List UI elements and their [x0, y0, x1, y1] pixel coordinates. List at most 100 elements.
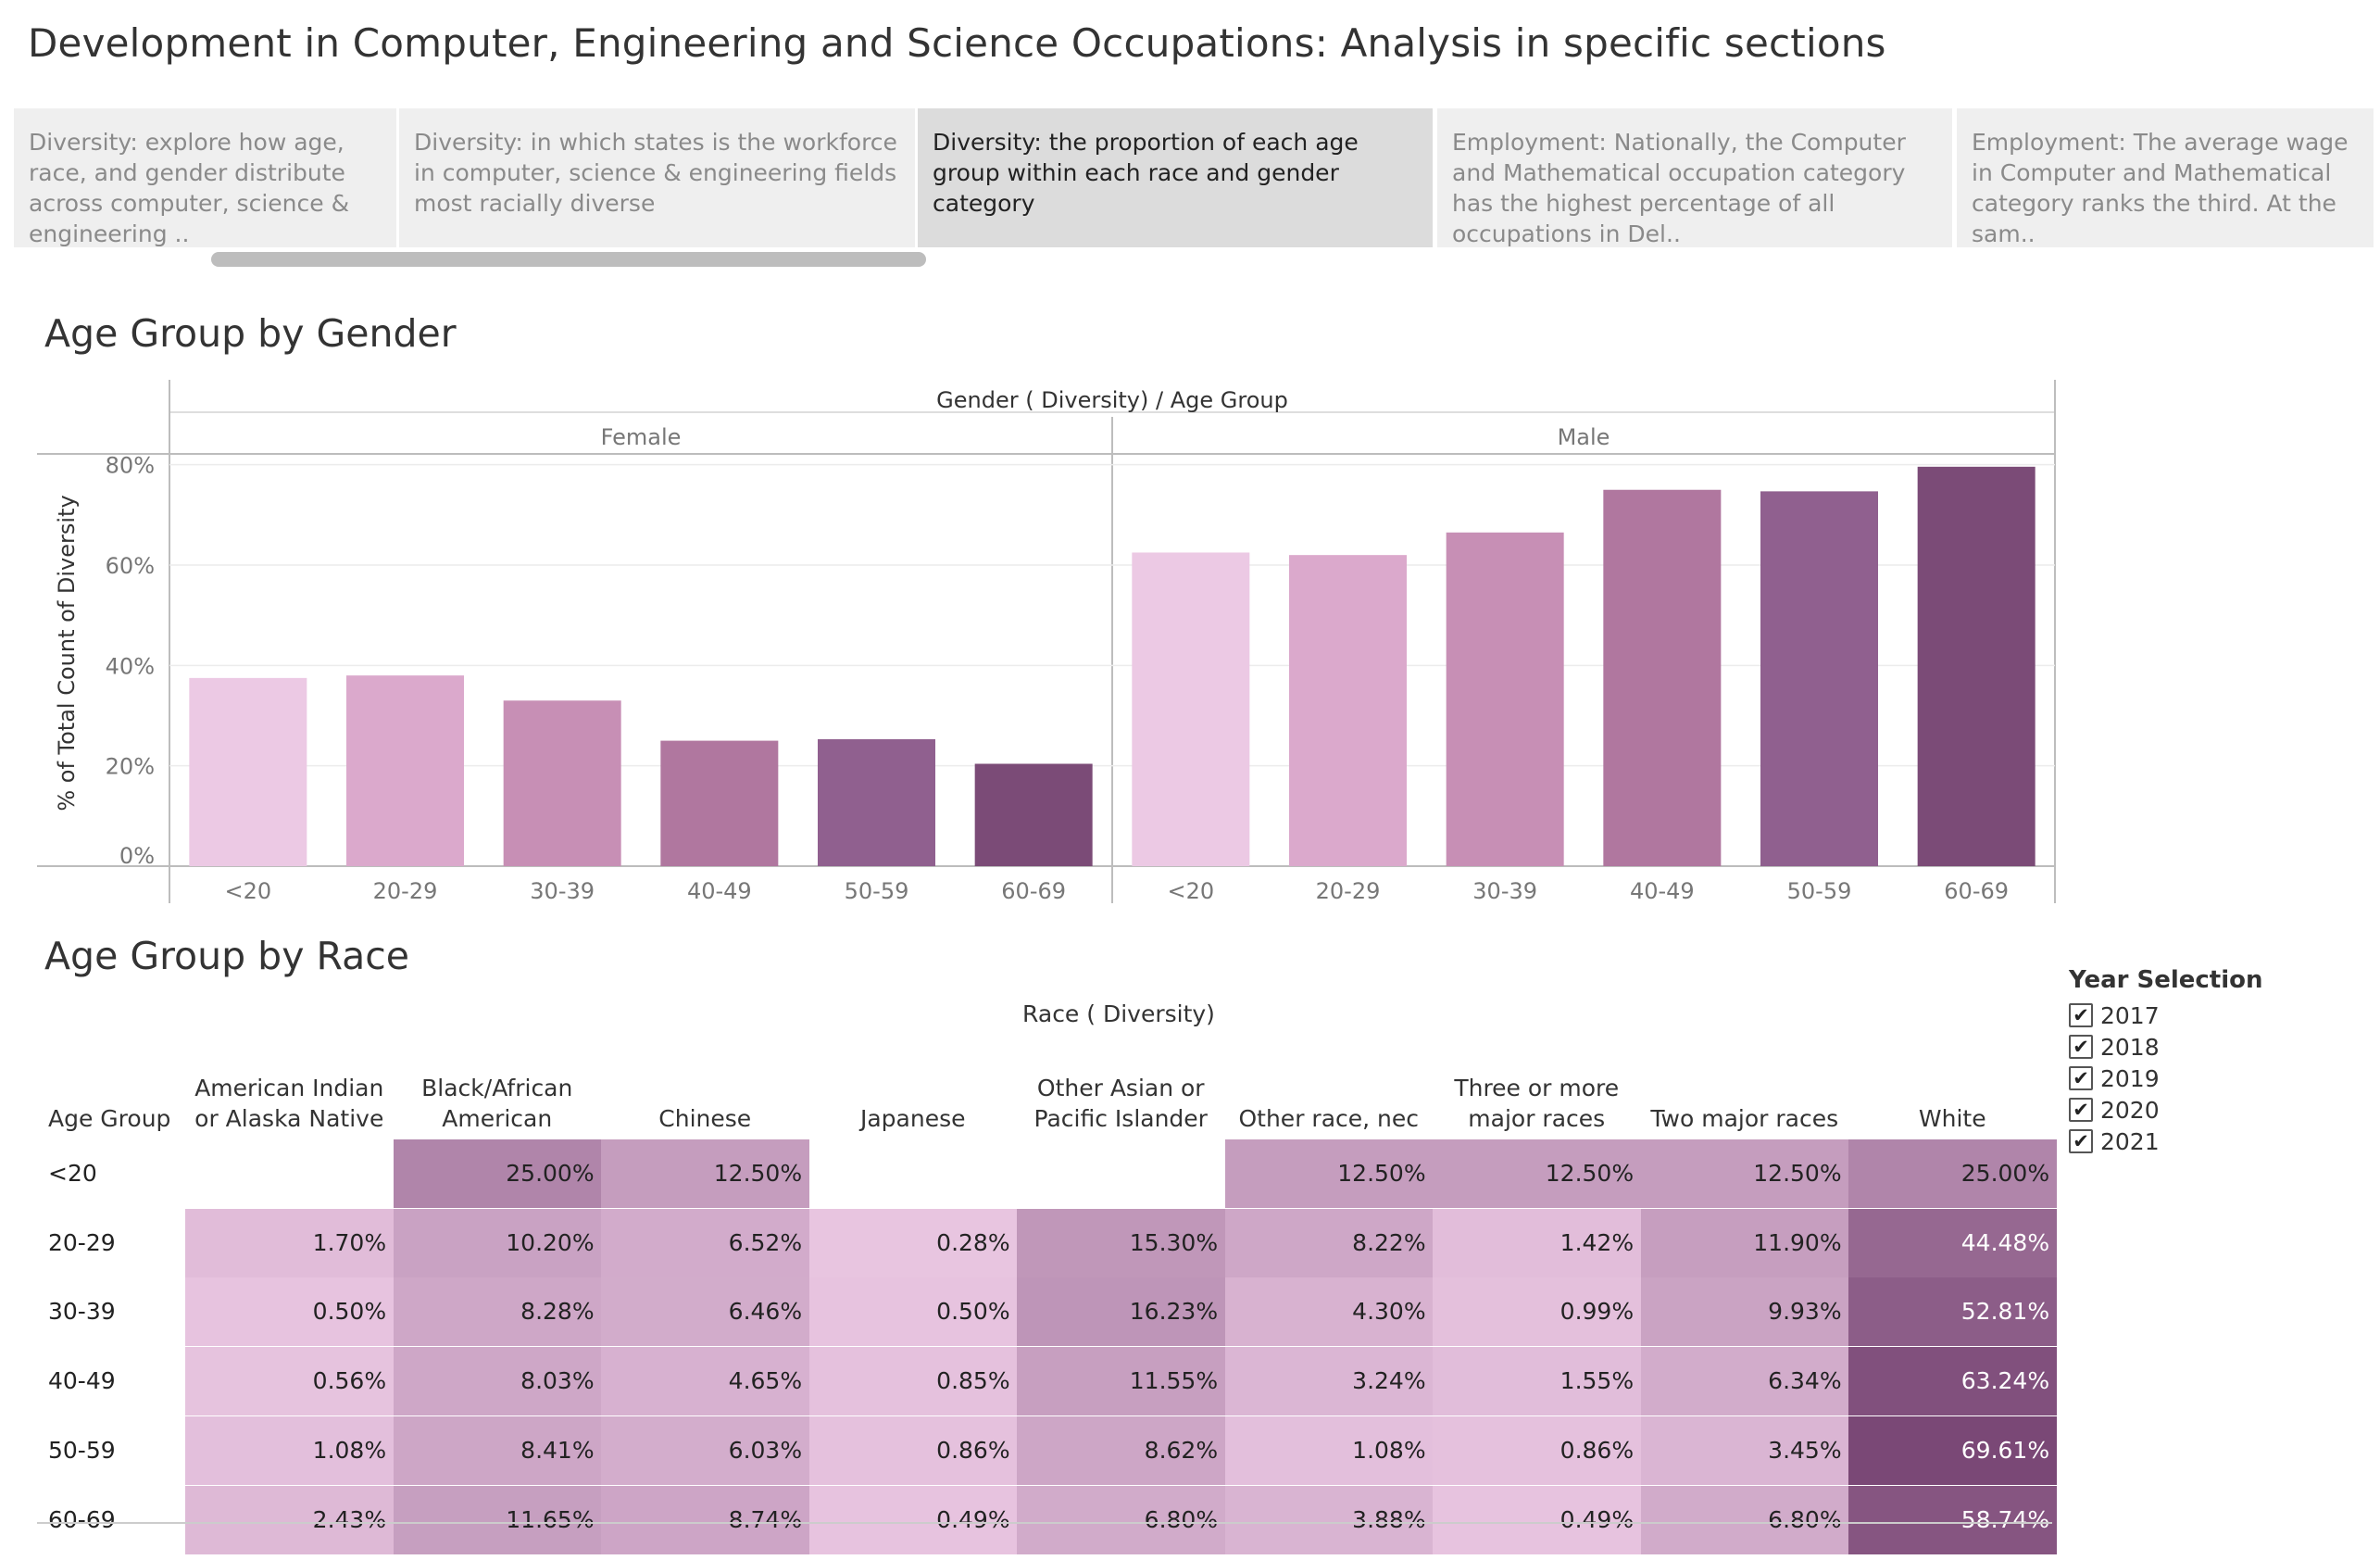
heatmap-cell: 8.41% — [393, 1415, 602, 1485]
x-tick-label: 20-29 — [373, 878, 438, 904]
heatmap-cell: 0.49% — [808, 1485, 1018, 1554]
story-point-3-text: Diversity: the proportion of each age gr… — [933, 129, 1359, 217]
age-group-row-label: 60-69 — [48, 1505, 116, 1533]
bar-female-40-49 — [660, 740, 779, 866]
heatmap-cell: 12.50% — [601, 1139, 810, 1208]
checkbox-icon[interactable]: ✔ — [2069, 1003, 2093, 1027]
bar-female-<20 — [189, 677, 307, 866]
heatmap-cell: 11.65% — [393, 1485, 602, 1554]
heatmap-cell: 0.85% — [808, 1347, 1018, 1416]
heatmap-cell: 3.45% — [1640, 1415, 1849, 1485]
x-tick-label: 60-69 — [1944, 878, 2009, 904]
heatmap-cell: 1.55% — [1433, 1347, 1642, 1416]
heatmap-cell: 0.50% — [185, 1277, 395, 1347]
age-group-row-label: 50-59 — [48, 1436, 116, 1464]
heatmap-cell: 0.50% — [808, 1277, 1018, 1347]
panel-label-female: Female — [601, 424, 682, 450]
heatmap-cell: 1.70% — [185, 1208, 395, 1277]
heatmap-cell: 6.34% — [1640, 1347, 1849, 1416]
year-option-label: 2017 — [2100, 1001, 2160, 1029]
race-column-label: Other race, nec — [1238, 1105, 1420, 1132]
y-axis-label: % of Total Count of Diversity — [54, 495, 80, 811]
bar-male-50-59 — [1760, 491, 1878, 866]
gender-chart-title: Age Group by Gender — [44, 311, 457, 356]
heatmap-cell: 16.23% — [1017, 1277, 1226, 1347]
story-point-2-text: Diversity: in which states is the workfo… — [414, 129, 897, 217]
year-option-2019[interactable]: ✔ 2019 — [2069, 1063, 2347, 1094]
heatmap-cell: 4.65% — [601, 1347, 810, 1416]
page-title: Development in Computer, Engineering and… — [28, 20, 1886, 66]
story-navigator: Diversity: explore how age, race, and ge… — [14, 108, 2374, 247]
heatmap-cell: 3.24% — [1224, 1347, 1434, 1416]
heatmap-cell: 3.88% — [1224, 1485, 1434, 1554]
race-column-label: Chinese — [658, 1105, 752, 1132]
heatmap-cell — [185, 1139, 395, 1208]
bar-male-20-29 — [1289, 555, 1407, 866]
x-tick-label: <20 — [1168, 878, 1215, 904]
checkbox-icon[interactable]: ✔ — [2069, 1129, 2093, 1153]
heatmap-cell: 2.43% — [185, 1485, 395, 1554]
age-group-row-label: 30-39 — [48, 1298, 116, 1326]
heatmap-cell: 6.46% — [601, 1277, 810, 1347]
heatmap-cell: 25.00% — [393, 1139, 602, 1208]
heatmap-cell: 8.28% — [393, 1277, 602, 1347]
story-point-3[interactable]: Diversity: the proportion of each age gr… — [918, 108, 1433, 247]
heatmap-cell: 63.24% — [1848, 1347, 2058, 1416]
year-option-2017[interactable]: ✔ 2017 — [2069, 1000, 2347, 1031]
bar-male-<20 — [1132, 552, 1250, 866]
heatmap-cell: 8.62% — [1017, 1415, 1226, 1485]
year-option-2020[interactable]: ✔ 2020 — [2069, 1094, 2347, 1126]
checkbox-icon[interactable]: ✔ — [2069, 1098, 2093, 1122]
year-selection-filter: Year Selection ✔ 2017 ✔ 2018 ✔ 2019 ✔ 2020 ✔ 2021 — [2069, 966, 2347, 1157]
story-point-2[interactable]: Diversity: in which states is the workfo… — [399, 108, 915, 247]
age-group-row-label: <20 — [48, 1160, 97, 1187]
story-point-1[interactable]: Diversity: explore how age, race, and ge… — [14, 108, 396, 247]
column-header-label: Gender ( Diversity) / Age Group — [936, 387, 1288, 413]
heatmap-cell: 12.50% — [1433, 1139, 1642, 1208]
y-tick-label: 60% — [106, 553, 155, 579]
checkbox-icon[interactable]: ✔ — [2069, 1066, 2093, 1090]
race-column-label: White — [1918, 1105, 1986, 1132]
race-column-header: Race ( Diversity) — [1022, 1000, 1215, 1027]
age-group-row-label: 40-49 — [48, 1367, 116, 1395]
checkbox-icon[interactable]: ✔ — [2069, 1035, 2093, 1059]
heatmap-cell: 8.74% — [601, 1485, 810, 1554]
table-row: 60-69 2.43% 11.65% 8.74% 0.49% 6.80% 3.88% 0.49… — [37, 1485, 2058, 1554]
x-tick-label: 30-39 — [530, 878, 595, 904]
race-column-label: Three or more major races — [1454, 1075, 1620, 1132]
bar-male-40-49 — [1603, 489, 1722, 866]
story-point-5[interactable]: Employment: The average wage in Computer… — [1957, 108, 2374, 247]
heatmap-cell: 6.80% — [1640, 1485, 1849, 1554]
heatmap-cell: 44.48% — [1848, 1208, 2058, 1277]
year-option-label: 2018 — [2100, 1033, 2160, 1061]
table-row: 30-39 0.50% 8.28% 6.46% 0.50% 16.23% 4.30% 0.99… — [37, 1277, 2058, 1347]
heatmap-cell: 12.50% — [1224, 1139, 1434, 1208]
heatmap-cell: 8.03% — [393, 1347, 602, 1416]
heatmap-cell: 15.30% — [1017, 1208, 1226, 1277]
heatmap-cell: 1.42% — [1433, 1208, 1642, 1277]
x-tick-label: <20 — [225, 878, 272, 904]
race-column-label: Two major races — [1650, 1105, 1839, 1132]
heatmap-cell: 9.93% — [1640, 1277, 1849, 1347]
heatmap-cell: 58.74% — [1848, 1485, 2058, 1554]
age-group-row-label: 20-29 — [48, 1228, 116, 1256]
heatmap-cell: 52.81% — [1848, 1277, 2058, 1347]
bar-male-30-39 — [1446, 532, 1564, 866]
heatmap-cell: 0.56% — [185, 1347, 395, 1416]
race-column-label: Japanese — [859, 1105, 966, 1132]
race-table-title: Age Group by Race — [44, 934, 409, 978]
bar-female-20-29 — [346, 675, 464, 866]
heatmap-cell: 1.08% — [185, 1415, 395, 1485]
bar-male-60-69 — [1917, 466, 2036, 866]
year-option-label: 2021 — [2100, 1127, 2160, 1155]
year-option-2021[interactable]: ✔ 2021 — [2069, 1126, 2347, 1157]
year-filter-title: Year Selection — [2069, 966, 2263, 994]
story-scrollbar[interactable] — [211, 252, 926, 267]
table-row: 20-29 1.70% 10.20% 6.52% 0.28% 15.30% 8.22% 1.4… — [37, 1208, 2058, 1277]
year-option-label: 2019 — [2100, 1064, 2160, 1092]
x-tick-label: 40-49 — [1630, 878, 1695, 904]
x-tick-label: 50-59 — [845, 878, 909, 904]
story-point-4[interactable]: Employment: Nationally, the Computer and… — [1437, 108, 1952, 247]
year-option-2018[interactable]: ✔ 2018 — [2069, 1031, 2347, 1063]
heatmap-cell: 4.30% — [1224, 1277, 1434, 1347]
